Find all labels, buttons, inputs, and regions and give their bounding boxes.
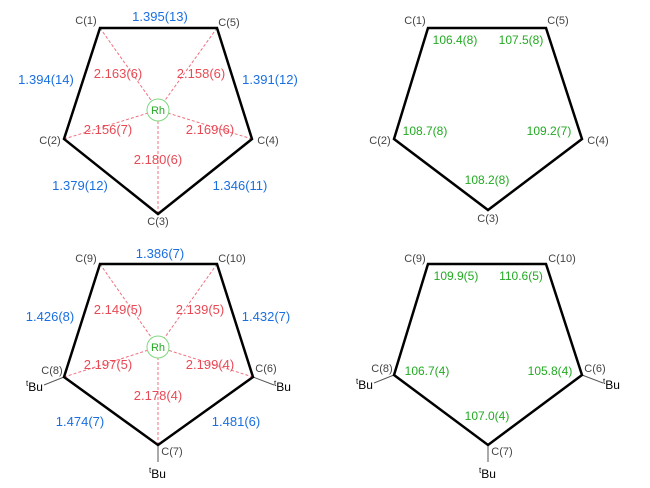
ring2-bond-lengths-panel: Rh C(9) C(10) C(6) C(7) C(8) 1.386(7) 1.… <box>26 246 291 481</box>
atom-label: C(4) <box>587 135 608 147</box>
rh-distance-label: 2.169(6) <box>186 122 234 137</box>
angle-label: 108.2(8) <box>465 173 510 187</box>
ring1-angles-panel: C(1) C(5) C(4) C(3) C(2) 106.4(8) 107.5(… <box>369 15 608 225</box>
angle-label: 108.7(8) <box>403 124 448 138</box>
rh-distance-label: 2.149(5) <box>94 302 142 317</box>
rh-label: Rh <box>151 105 165 117</box>
bond-length-label: 1.426(8) <box>26 309 74 324</box>
atom-label: C(5) <box>547 15 568 27</box>
atom-label: C(5) <box>218 17 239 29</box>
tbu-label: tBu <box>479 466 496 481</box>
bond-length-label: 1.379(12) <box>52 178 108 193</box>
atom-label: C(2) <box>369 135 390 147</box>
rh-distance-label: 2.178(4) <box>134 388 182 403</box>
rh-c6-bond <box>157 346 254 378</box>
rh-label: Rh <box>151 342 165 354</box>
tbu-bond <box>373 374 395 384</box>
atom-label: C(9) <box>404 253 425 265</box>
rh-distance-label: 2.139(5) <box>176 302 224 317</box>
atom-label: C(4) <box>257 135 278 147</box>
rh-atom-circle <box>146 98 170 122</box>
bond-length-label: 1.391(12) <box>242 72 298 87</box>
bond-length-label: 1.394(14) <box>18 72 74 87</box>
rh-distance-label: 2.180(6) <box>134 152 182 167</box>
rh-atom-circle <box>146 335 170 359</box>
tbu-label: tBu <box>356 377 373 392</box>
bond-length-label: 1.432(7) <box>242 309 290 324</box>
atom-label: C(1) <box>404 15 425 27</box>
tbu-label: tBu <box>274 379 291 394</box>
rh-c9-bond <box>99 263 159 348</box>
rh-c5-bond <box>157 27 218 111</box>
tbu-label: tBu <box>26 379 43 394</box>
atom-label: C(7) <box>491 446 512 458</box>
angle-label: 109.9(5) <box>434 269 479 283</box>
atom-label: C(3) <box>147 216 168 228</box>
rh-c10-bond <box>157 263 218 348</box>
atom-label: C(2) <box>39 135 60 147</box>
atom-label: C(10) <box>218 253 246 265</box>
angle-label: 109.2(7) <box>527 124 572 138</box>
rh-distance-label: 2.197(5) <box>84 357 132 372</box>
angle-label: 107.5(8) <box>499 33 544 47</box>
rh-distance-label: 2.199(4) <box>186 357 234 372</box>
atom-label: C(9) <box>75 253 96 265</box>
bond-length-label: 1.474(7) <box>56 414 104 429</box>
rh-distance-label: 2.158(6) <box>177 66 225 81</box>
tbu-label: tBu <box>603 377 620 392</box>
atom-label: C(6) <box>584 363 605 375</box>
atom-label: C(10) <box>548 253 576 265</box>
atom-label: C(6) <box>255 363 276 375</box>
rh-c1-bond <box>99 27 159 111</box>
bond-length-label: 1.346(11) <box>213 178 268 193</box>
atom-label: C(8) <box>371 363 392 375</box>
rh-distance-label: 2.163(6) <box>94 66 142 81</box>
angle-label: 107.0(4) <box>465 409 510 423</box>
bond-length-label: 1.395(13) <box>132 9 188 24</box>
bond-length-label: 1.481(6) <box>212 414 260 429</box>
angle-label: 106.7(4) <box>405 364 450 378</box>
tbu-bond <box>252 376 275 386</box>
ring1-bond-lengths-panel: Rh C(1) C(5) C(4) C(3) C(2) 1.395(13) 1.… <box>18 9 298 228</box>
atom-label: C(3) <box>477 213 498 225</box>
angle-label: 106.4(8) <box>433 33 478 47</box>
tbu-bond <box>581 374 604 384</box>
angle-label: 105.8(4) <box>528 364 573 378</box>
cp-ring <box>392 26 584 212</box>
rh-c2-bond <box>63 109 159 140</box>
atom-label: C(8) <box>41 365 62 377</box>
bond-length-label: 1.386(7) <box>136 246 184 261</box>
tbu-label: tBu <box>149 466 166 481</box>
cp-ring <box>62 26 254 216</box>
atom-label: C(7) <box>161 446 182 458</box>
atom-label: C(1) <box>75 15 96 27</box>
angle-label: 110.6(5) <box>499 269 543 283</box>
ring2-angles-panel: C(9) C(10) C(6) C(7) C(8) 109.9(5) 110.6… <box>356 253 620 481</box>
rh-c8-bond <box>63 346 159 378</box>
cp-ring <box>62 262 255 447</box>
cp-ring <box>392 262 584 447</box>
tbu-bond <box>43 376 65 386</box>
rh-distance-label: 2.156(7) <box>84 122 132 137</box>
rh-c4-bond <box>157 109 253 140</box>
